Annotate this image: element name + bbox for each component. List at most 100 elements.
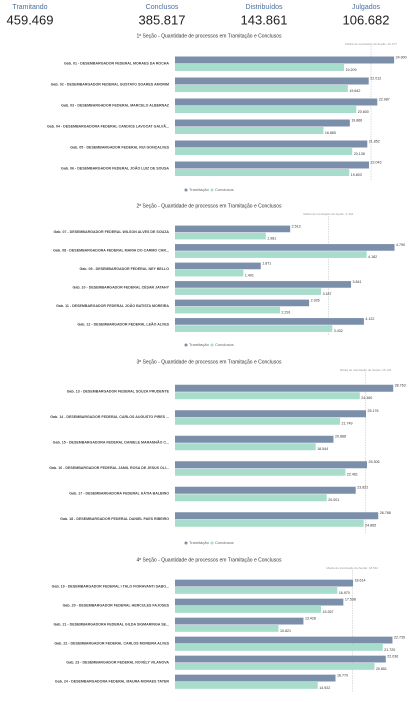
legend-label: Tramitação [189,342,210,347]
bar [175,606,322,613]
legend-marker [210,188,214,192]
kpi-value: 385.817 [139,12,186,27]
bar [175,443,316,451]
legend-label: Tramitação [189,187,210,192]
bar [175,625,279,632]
category-label: Gab. 05 - DESEMBARGADOR FEDERAL RUI GONÇ… [70,145,169,149]
bar [175,682,318,689]
category-label: Gab. 16 - DESEMBARGADOR FEDERAL JAMIL RO… [49,466,169,470]
bar [175,106,357,113]
legend-marker [184,188,188,192]
value-label: 21.720 [384,648,395,652]
bar [175,119,350,127]
category-label: Gab. 09 - DESEMBARGADOR FEDERAL NEY BELL… [79,267,169,271]
bar [175,392,360,400]
kpi-value: 106.682 [343,12,390,27]
kpi-value: 459.469 [7,12,54,27]
bar [175,251,367,258]
bar [175,384,394,392]
bar [175,486,356,494]
bar [175,587,338,594]
value-label: 4.790 [396,243,405,247]
value-label: 1.871 [262,261,271,265]
value-label: 4.122 [365,317,374,321]
value-label: 3.432 [334,329,343,333]
bar [175,674,336,682]
value-label: 26.788 [380,511,391,515]
category-label: Gab. 19 - DESEMBARGADOR FEDERAL I TALO F… [52,584,169,588]
category-label: Gab. 03 - DESEMBARGADOR FEDERAL MARCELO … [61,103,170,107]
kpi-label: Tramitando [12,4,47,11]
category-label: Gab. 15 - DESEMBARGADORA FEDERAL DANIELE… [53,440,169,445]
category-label: Gab. 21 - DESEMBARGADORA FEDERAL GILDA S… [53,622,169,626]
value-label: 19.803 [351,173,362,177]
category-label: Gab. 11 - DESEMBARGADOR FEDERAL JOÃO BAT… [56,303,169,308]
legend-label: Conclusos [215,187,234,192]
bar [175,468,346,476]
category-label: Gab. 08 - DESEMBARGADORA FEDERAL MARIA D… [53,249,169,253]
bar [175,148,353,155]
legend-marker [210,541,214,545]
value-label: 16.779 [337,674,348,678]
legend-marker [210,343,214,347]
chart-title: 3ª Seção - Quantidade de processos em Tr… [137,359,282,365]
bar [175,262,261,270]
legend-label: Conclusos [215,540,234,545]
bar [175,288,322,295]
value-label: 23.822 [357,486,368,490]
value-label: 19.209 [346,68,357,72]
legend-marker [184,343,188,347]
value-label: 20.851 [376,667,387,671]
value-label: 17.598 [345,598,356,602]
average-label: Média de tramitação da Seção: 25.124 [340,368,392,372]
bar [175,77,369,85]
bar [175,636,393,644]
value-label: 22.036 [387,655,398,659]
value-label: 16.970 [339,591,350,595]
kpi-label: Julgados [352,4,381,11]
category-label: Gab. 07 - DESEMBARGADOR FEDERAL WILSON A… [53,230,169,234]
value-label: 10.821 [280,629,291,633]
value-label: 2.513 [292,224,301,228]
bar [175,519,364,527]
average-label: Média de tramitação da Seção: 22.277 [345,42,397,46]
value-label: 13.428 [305,617,316,621]
bar [175,56,395,64]
kpi-label: Distribuídos [246,4,283,11]
bar [175,512,379,520]
bar [175,299,310,307]
category-label: Gab. 10 - DESEMBARGADOR FEDERAL CÉSAR JA… [73,285,170,290]
bar [175,663,375,670]
bar [175,494,327,502]
category-label: Gab. 18 - DESEMBARGADOR FEDERAL DANIEL P… [60,517,169,521]
bar [175,306,281,314]
value-label: 19.642 [349,89,360,93]
value-label: 4.182 [368,255,377,259]
category-label: Gab. 06 - DESEMBARGADOR FEDERAL JOÃO LUI… [61,165,169,170]
value-label: 2.291 [282,311,291,315]
value-label: 14.922 [319,686,330,690]
value-label: 1.491 [245,274,254,278]
category-label: Gab. 01 - DESEMBARGADOR FEDERAL MORAES D… [64,61,169,65]
bar [175,598,344,606]
value-label: 18.614 [355,579,366,583]
bar [175,127,324,134]
value-label: 24.360 [361,396,372,400]
value-label: 24.865 [365,524,376,528]
bar [175,461,367,469]
value-label: 22.012 [370,76,381,80]
value-label: 20.138 [354,152,365,156]
value-label: 25.306 [368,460,379,464]
value-label: 3.841 [353,280,362,284]
bar [175,98,378,106]
average-label: Média de tramitação da Seção: 3.344 [303,212,353,216]
bar [175,435,334,443]
value-label: 16.865 [325,131,336,135]
category-label: Gab. 04 - DESEMBARGADORA FEDERAL CANDICE… [47,123,169,128]
value-label: 28.763 [395,384,406,388]
bar [175,244,395,251]
bar [175,169,350,176]
value-label: 21.749 [341,422,352,426]
